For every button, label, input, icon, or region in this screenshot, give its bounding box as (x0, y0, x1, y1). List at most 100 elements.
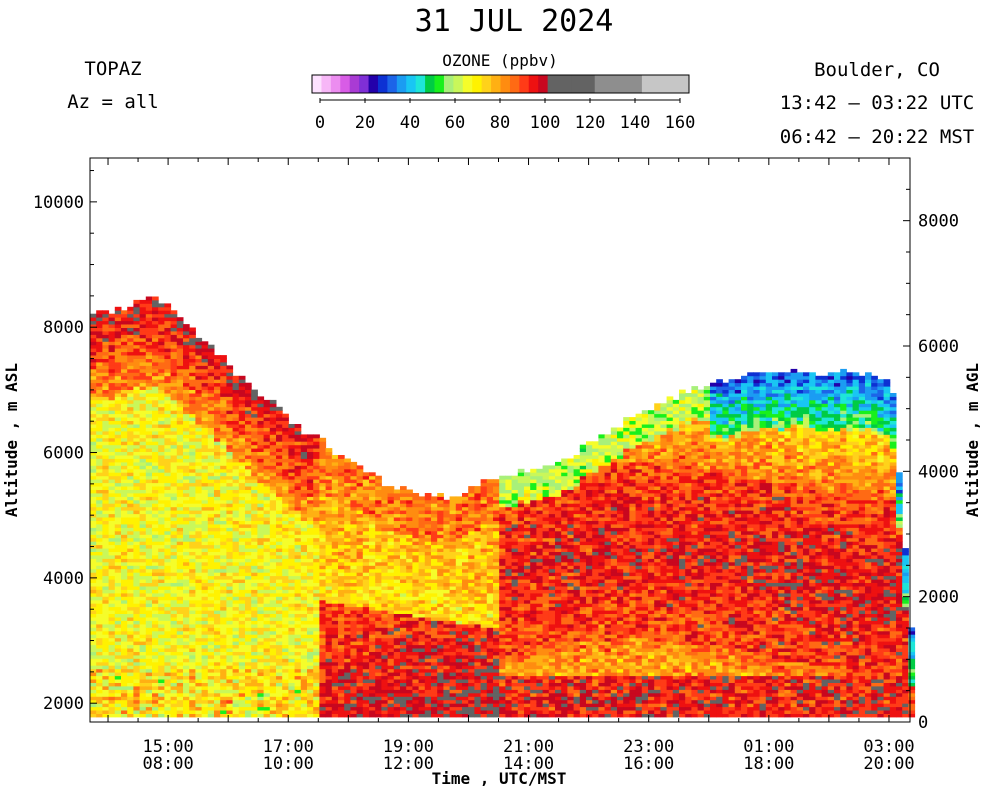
heatmap-cell (207, 568, 215, 573)
heatmap-cell (369, 499, 376, 504)
heatmap-cell (307, 479, 314, 484)
heatmap-cell (263, 430, 271, 435)
heatmap-cell (356, 596, 364, 601)
heatmap-cell (207, 654, 215, 659)
heatmap-cell (338, 589, 345, 594)
heatmap-cell (102, 513, 110, 518)
heatmap-cell (381, 703, 389, 708)
heatmap-cell (238, 399, 246, 404)
heatmap-cell (294, 610, 302, 614)
heatmap-cell (158, 627, 165, 632)
heatmap-cell (325, 520, 333, 525)
heatmap-cell (195, 344, 203, 349)
heatmap-cell (201, 427, 209, 432)
heatmap-cell (189, 475, 196, 480)
heatmap-cell (369, 641, 376, 646)
heatmap-cell (121, 679, 128, 683)
heatmap-cell (90, 630, 97, 635)
heatmap-cell (121, 461, 128, 466)
heatmap-cell (269, 544, 277, 549)
heatmap-cell (307, 451, 314, 456)
heatmap-cell (121, 661, 128, 666)
heatmap-cell (176, 444, 184, 449)
heatmap-cell (319, 534, 327, 539)
heatmap-cell (276, 696, 283, 701)
heatmap-cell (90, 599, 97, 604)
heatmap-cell (288, 437, 296, 442)
heatmap-cell (114, 368, 122, 373)
heatmap-cell (362, 579, 370, 583)
heatmap-cell (232, 644, 240, 649)
heatmap-cell (313, 682, 320, 687)
heatmap-cell (294, 589, 302, 594)
heatmap-cell (300, 689, 308, 694)
heatmap-cell (145, 561, 153, 566)
heatmap-cell (288, 644, 296, 649)
heatmap-cell (276, 703, 283, 708)
heatmap-cell (164, 396, 172, 401)
heatmap-cell (152, 592, 159, 597)
heatmap-cell (263, 444, 271, 449)
heatmap-cell (369, 489, 376, 494)
heatmap-cell (189, 586, 196, 590)
heatmap-cell (269, 530, 277, 535)
heatmap-cell (393, 689, 401, 694)
heatmap-cell (350, 661, 358, 666)
heatmap-cell (207, 592, 215, 597)
heatmap-cell (195, 651, 203, 656)
heatmap-cell (133, 337, 141, 342)
heatmap-cell (276, 713, 283, 718)
heatmap-cell (152, 434, 159, 439)
heatmap-cell (269, 644, 277, 649)
heatmap-cell (133, 513, 141, 518)
heatmap-cell (201, 393, 209, 397)
heatmap-cell (152, 351, 159, 356)
heatmap-cell (331, 648, 339, 652)
heatmap-cell (114, 692, 122, 697)
heatmap-cell (189, 520, 196, 525)
heatmap-cell (356, 479, 364, 484)
heatmap-cell (338, 555, 345, 559)
heatmap-cell (331, 606, 339, 611)
heatmap-cell (195, 668, 203, 673)
heatmap-cell (96, 582, 103, 587)
heatmap-cell (189, 396, 196, 401)
heatmap-cell (102, 496, 110, 501)
heatmap-cell (108, 703, 116, 708)
heatmap-cell (195, 461, 203, 466)
heatmap-cell (251, 641, 258, 646)
heatmap-cell (356, 468, 364, 473)
heatmap-cell (282, 444, 289, 449)
heatmap-cell (195, 437, 203, 442)
heatmap-cell (288, 482, 296, 487)
heatmap-cell (114, 658, 122, 663)
heatmap-cell (245, 544, 252, 549)
heatmap-cell (158, 634, 165, 639)
heatmap-cell (90, 561, 97, 566)
heatmap-cell (201, 448, 209, 452)
heatmap-cell (393, 686, 401, 690)
heatmap-cell (300, 575, 308, 580)
heatmap-cell (387, 648, 395, 652)
heatmap-cell (170, 630, 178, 635)
heatmap-cell (232, 627, 240, 632)
heatmap-cell (158, 586, 165, 590)
heatmap-cell (170, 668, 178, 673)
heatmap-cell (276, 413, 283, 418)
heatmap-cell (263, 665, 271, 670)
heatmap-cell (319, 510, 327, 515)
heatmap-cell (170, 665, 178, 670)
heatmap-cell (251, 623, 258, 628)
heatmap-cell (245, 458, 252, 463)
heatmap-cell (325, 634, 333, 639)
heatmap-cell (121, 386, 128, 390)
heatmap-cell (189, 465, 196, 470)
heatmap-cell (387, 661, 395, 666)
heatmap-cell (245, 586, 252, 590)
heatmap-cell (331, 634, 339, 639)
heatmap-cell (108, 427, 116, 432)
heatmap-cell (375, 610, 382, 614)
heatmap-cell (325, 630, 333, 635)
heatmap-cell (164, 568, 172, 573)
heatmap-cell (201, 654, 209, 659)
